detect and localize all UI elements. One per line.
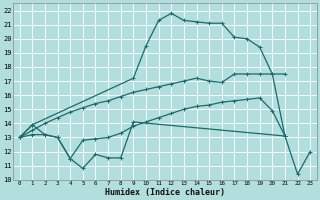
X-axis label: Humidex (Indice chaleur): Humidex (Indice chaleur) — [105, 188, 225, 197]
